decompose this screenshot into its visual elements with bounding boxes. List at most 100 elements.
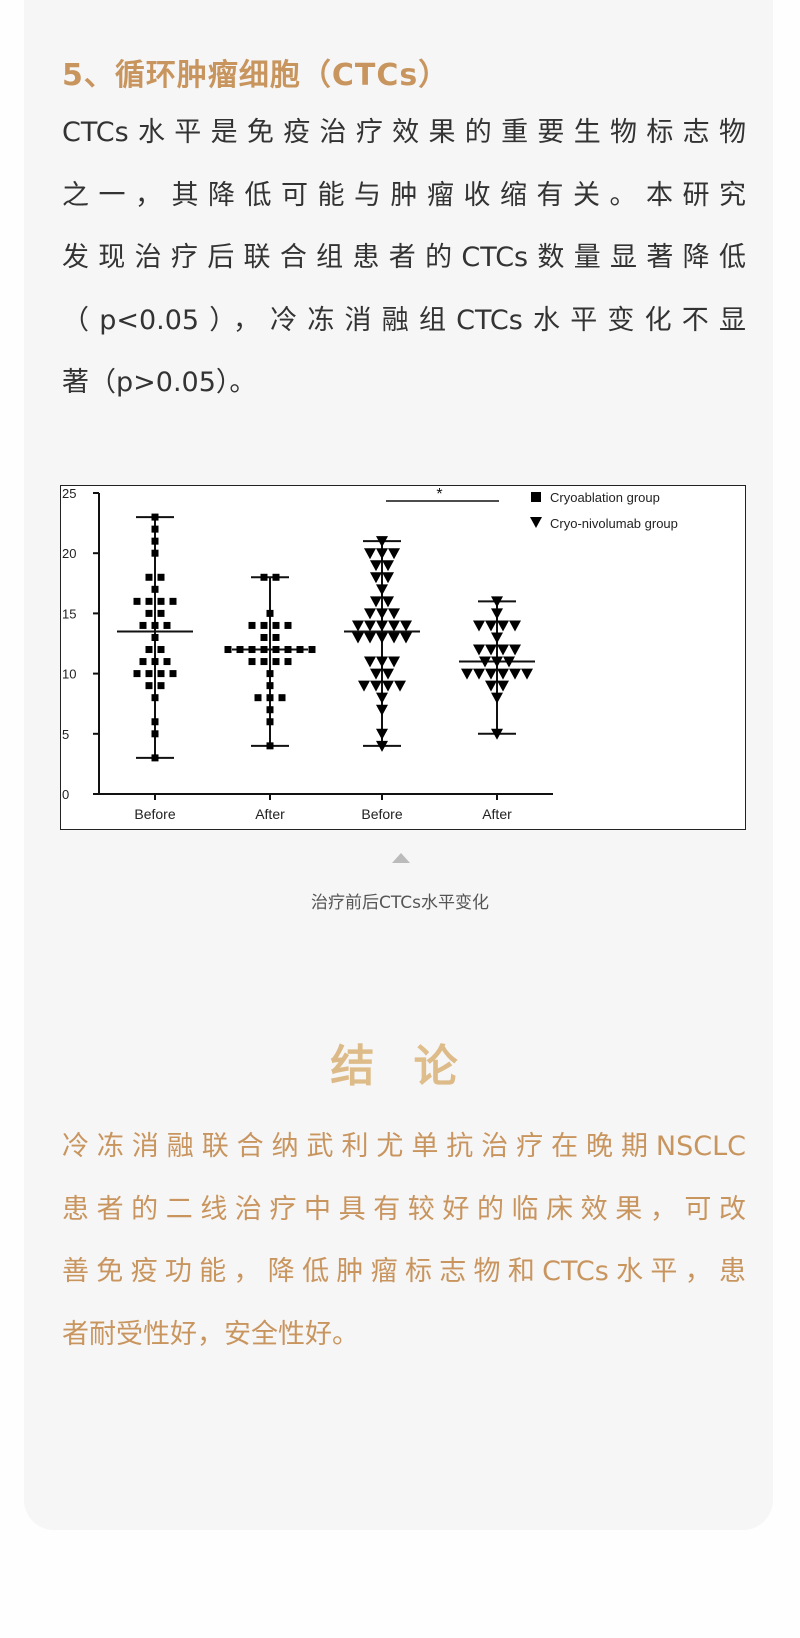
data-point-square: [266, 742, 274, 750]
data-point-square: [272, 573, 280, 581]
data-point-square: [169, 670, 177, 678]
data-point-triangle: [491, 692, 503, 704]
section-paragraph: CTCs水平是免疫治疗效果的重要生物标志物 之一，其降低可能与肿瘤收缩有关。本研…: [62, 102, 746, 415]
data-point-triangle: [503, 656, 515, 668]
y-tick-label: 15: [62, 606, 76, 621]
legend-triangle-icon: [530, 517, 542, 528]
data-point-square: [151, 730, 159, 738]
data-point-triangle: [473, 668, 485, 680]
data-point-square: [260, 621, 268, 629]
data-point-square: [151, 694, 159, 702]
data-point-square: [163, 621, 171, 629]
data-point-square: [139, 658, 147, 666]
data-point-square: [157, 682, 165, 690]
data-point-square: [284, 646, 292, 654]
data-point-triangle: [388, 548, 400, 560]
legend-label: Cryoablation group: [550, 490, 660, 505]
data-point-square: [151, 633, 159, 641]
data-point-square: [266, 694, 274, 702]
data-point-square: [151, 537, 159, 545]
data-point-square: [151, 754, 159, 762]
data-point-triangle: [491, 632, 503, 644]
data-point-square: [296, 646, 304, 654]
data-point-square: [151, 585, 159, 593]
data-point-square: [151, 549, 159, 557]
data-point-triangle: [376, 728, 388, 740]
data-point-triangle: [370, 680, 382, 692]
data-point-square: [266, 670, 274, 678]
data-point-triangle: [376, 536, 388, 548]
data-point-triangle: [400, 632, 412, 644]
ctc-chart: 0 5 10 15 20 25 Before After Before After * Cryoa…: [60, 485, 746, 830]
data-point-triangle: [388, 620, 400, 632]
data-point-square: [260, 646, 268, 654]
data-point-triangle: [461, 668, 473, 680]
data-point-square: [145, 597, 153, 605]
data-point-triangle: [376, 548, 388, 560]
data-point-triangle: [376, 692, 388, 704]
data-point-square: [266, 718, 274, 726]
y-tick-label: 10: [62, 667, 76, 682]
data-point-square: [169, 597, 177, 605]
data-point-square: [151, 718, 159, 726]
conclusion-line: 冷冻消融联合纳武利尤单抗治疗在晚期NSCLC: [62, 1131, 746, 1162]
data-point-square: [266, 609, 274, 617]
section-heading: 5、循环肿瘤细胞（CTCs）: [62, 58, 450, 93]
x-tick-label: After: [255, 806, 285, 822]
conclusion-line: 善免疫功能，降低肿瘤标志物和CTCs水平，患: [62, 1256, 746, 1287]
data-point-square: [254, 694, 262, 702]
conclusion-line: 患者的二线治疗中具有较好的临床效果，可改: [62, 1193, 746, 1225]
data-point-square: [163, 658, 171, 666]
data-point-triangle: [364, 620, 376, 632]
data-point-square: [260, 573, 268, 581]
data-point-triangle: [376, 740, 388, 752]
data-point-triangle: [485, 620, 497, 632]
data-point-triangle: [376, 608, 388, 620]
data-point-square: [272, 646, 280, 654]
data-point-square: [145, 646, 153, 654]
data-point-square: [151, 513, 159, 521]
data-point-triangle: [497, 668, 509, 680]
figure-caption: 治疗前后CTCs水平变化: [311, 893, 489, 913]
data-point-triangle: [491, 656, 503, 668]
data-point-square: [133, 597, 141, 605]
y-tick-label: 20: [62, 546, 76, 561]
data-point-triangle: [376, 656, 388, 668]
caption-triangle-icon: [392, 853, 410, 863]
data-point-triangle: [352, 632, 364, 644]
data-point-triangle: [485, 644, 497, 656]
data-point-triangle: [370, 560, 382, 572]
data-point-square: [248, 646, 256, 654]
data-point-square: [260, 658, 268, 666]
legend-square-icon: [531, 492, 541, 502]
data-point-square: [248, 621, 256, 629]
data-point-square: [266, 706, 274, 714]
data-point-square: [145, 609, 153, 617]
data-point-triangle: [376, 620, 388, 632]
data-point-triangle: [388, 656, 400, 668]
data-point-triangle: [382, 596, 394, 608]
data-point-square: [260, 633, 268, 641]
conclusion-line: 者耐受性好，安全性好。: [62, 1318, 359, 1350]
data-point-triangle: [473, 644, 485, 656]
data-point-square: [139, 621, 147, 629]
data-point-triangle: [364, 608, 376, 620]
data-point-triangle: [479, 656, 491, 668]
data-point-triangle: [491, 596, 503, 608]
data-point-triangle: [382, 572, 394, 584]
data-point-triangle: [370, 668, 382, 680]
data-point-triangle: [376, 584, 388, 596]
data-point-triangle: [509, 644, 521, 656]
data-point-triangle: [509, 668, 521, 680]
data-point-triangle: [382, 668, 394, 680]
data-point-triangle: [497, 680, 509, 692]
chart-svg: 0 5 10 15 20 25 Before After Before After * Cryoa…: [62, 486, 678, 822]
data-point-square: [151, 525, 159, 533]
data-point-square: [266, 682, 274, 690]
legend-label: Cryo-nivolumab group: [550, 516, 678, 531]
data-point-square: [145, 682, 153, 690]
data-point-square: [145, 573, 153, 581]
data-point-square: [308, 646, 316, 654]
data-point-triangle: [491, 608, 503, 620]
data-point-square: [151, 621, 159, 629]
